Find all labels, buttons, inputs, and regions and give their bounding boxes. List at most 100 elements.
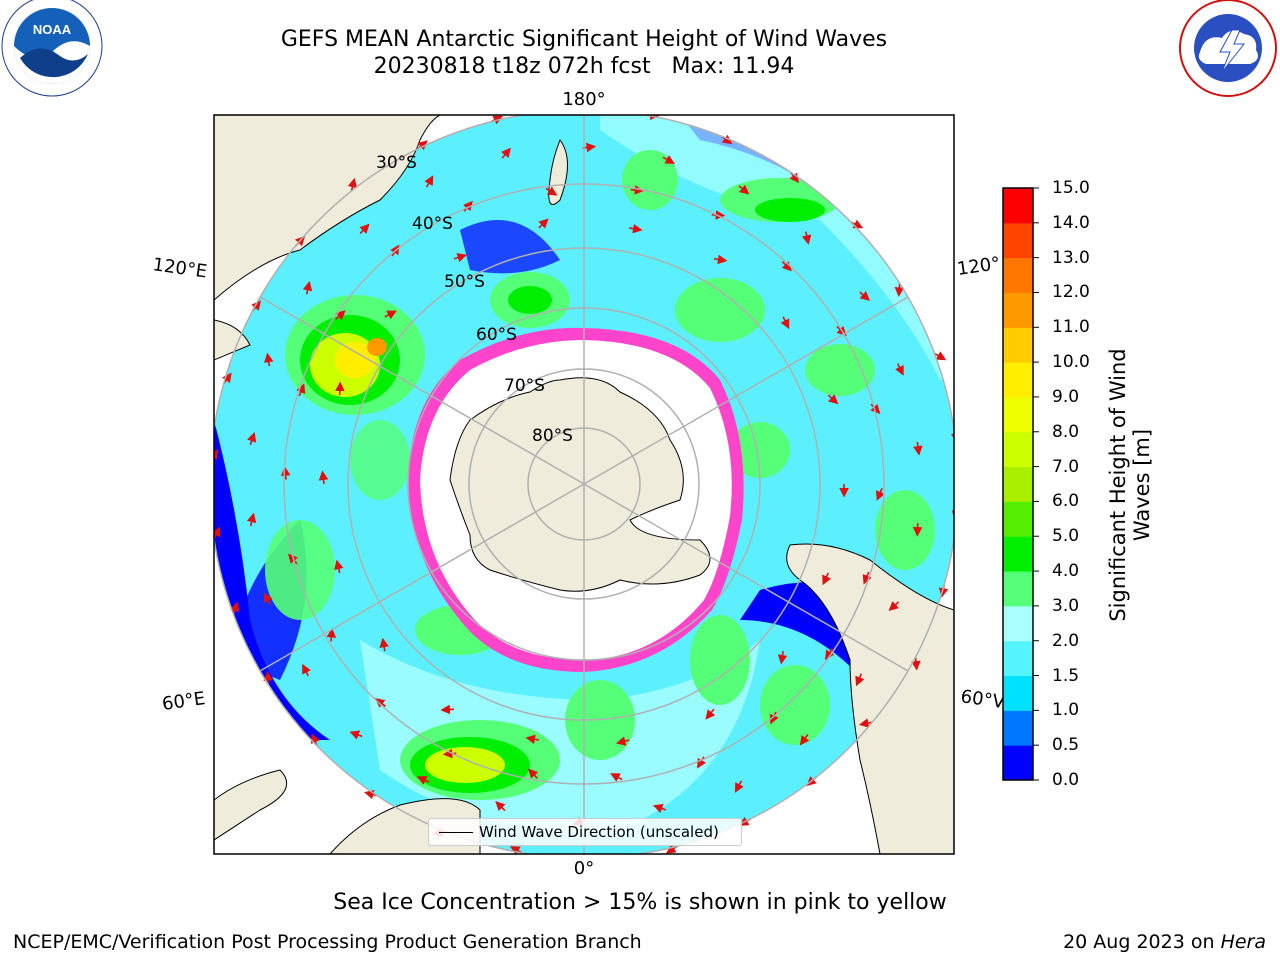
wind-arrow — [630, 185, 645, 195]
lat-label-70s: 70°S — [504, 376, 545, 396]
wind-arrow — [615, 736, 630, 746]
wind-arrow — [263, 592, 273, 605]
lon-label-0: 0° — [574, 858, 594, 879]
colorbar-tick-label: 3.0 — [1052, 595, 1080, 616]
wind-arrow — [296, 383, 306, 397]
colorbar-tick-label: 0.0 — [1052, 770, 1080, 790]
wind-arrow — [359, 223, 370, 234]
colorbar-segment — [1003, 571, 1033, 607]
wind-arrow — [416, 776, 430, 785]
wind-arrow — [822, 572, 831, 586]
wind-arrow — [545, 186, 558, 196]
colorbar-ticks: 0.0 0.5 1.0 1.5 2.0 3.0 4.0 5.0 6.0 7.0 8.0 9.0 10.0… — [1046, 178, 1106, 790]
chart-subtitle: 20230818 t18z 072h fcst Max: 11.94 — [373, 54, 795, 79]
wind-arrow — [825, 648, 835, 661]
colorbar-segment — [1003, 396, 1033, 433]
lat-label-80s: 80°S — [532, 426, 573, 446]
wind-arrow — [705, 708, 716, 720]
colorbar-tick-label: 2.0 — [1052, 630, 1080, 651]
colorbar-tick-label: 14.0 — [1052, 212, 1090, 233]
colorbar-segment — [1003, 431, 1033, 468]
wind-arrow — [911, 657, 921, 671]
wind-arrow — [214, 526, 221, 540]
wind-arrow — [302, 663, 311, 677]
wind-arrow — [501, 147, 511, 159]
wind-arrow — [888, 600, 900, 611]
lon-label-60w: 60°V — [959, 686, 1006, 713]
lat-label-40s: 40°S — [412, 214, 453, 234]
colorbar-segment — [1003, 536, 1033, 572]
wind-arrow — [734, 780, 744, 793]
colorbar-segment — [1003, 327, 1033, 363]
wind-arrow — [453, 253, 467, 263]
wind-arrow — [855, 673, 865, 687]
wind-arrow — [495, 801, 506, 812]
lat-label-60s: 60°S — [476, 325, 517, 345]
colorbar-segment — [1003, 501, 1033, 537]
colorbar-tick-label: 5.0 — [1052, 526, 1080, 547]
colorbar-tick-label: 1.5 — [1052, 665, 1080, 686]
wind-arrow — [951, 510, 954, 521]
wind-arrow — [801, 231, 812, 245]
lat-label-50s: 50°S — [444, 272, 485, 292]
wind-arrow — [875, 487, 885, 501]
colorbar-tick-label: 12.0 — [1052, 282, 1090, 303]
wind-arrow — [318, 470, 329, 485]
wind-arrow — [859, 290, 870, 301]
colorbar-segment — [1003, 745, 1033, 781]
colorbar-tick-label: 0.5 — [1052, 735, 1080, 756]
colorbar — [1003, 187, 1039, 781]
lat-label-30s: 30°S — [376, 153, 417, 173]
colorbar-segment — [1003, 710, 1033, 746]
wind-arrow — [862, 571, 872, 585]
colorbar-tick-label: 9.0 — [1052, 386, 1080, 407]
wind-arrow — [440, 704, 455, 715]
wind-arrow — [247, 432, 257, 446]
colorbar-tick-label: 13.0 — [1052, 247, 1090, 268]
colorbar-tick-label: 8.0 — [1052, 421, 1080, 442]
wind-arrow — [384, 310, 397, 320]
wind-arrow — [538, 218, 549, 229]
wind-arrow — [934, 351, 947, 361]
map-legend: Wind Wave Direction (unscaled) — [428, 818, 742, 846]
nws-logo — [1179, 0, 1277, 97]
wind-arrow — [777, 650, 788, 665]
wind-arrow — [230, 601, 240, 615]
footer-credit: NCEP/EMC/Verification Post Processing Pr… — [13, 931, 642, 953]
wind-arrow — [713, 254, 728, 265]
lon-label-60e: 60°E — [161, 688, 207, 715]
wind-arrow — [424, 175, 434, 188]
wind-arrow — [334, 559, 344, 574]
wind-arrow — [528, 768, 539, 779]
wind-arrow — [870, 403, 881, 415]
footer-date: 20 Aug 2023 on Hera — [1063, 931, 1266, 953]
wind-arrow — [662, 155, 676, 164]
wind-arrow — [652, 804, 667, 814]
wind-arrow — [858, 718, 873, 728]
wind-arrow — [374, 698, 387, 708]
noaa-logo: NOAA — [1, 0, 103, 97]
wind-arrow — [697, 756, 707, 769]
lon-label-120e: 120°E — [151, 254, 208, 282]
colorbar-segment — [1003, 188, 1033, 224]
wind-arrow — [895, 363, 904, 376]
sea-ice-note: Sea Ice Concentration > 15% is shown in … — [333, 890, 947, 915]
wind-arrow — [780, 316, 790, 330]
noaa-logo-text: NOAA — [33, 22, 72, 37]
colorbar-segment — [1003, 222, 1033, 259]
colorbar-segment — [1003, 605, 1033, 642]
colorbar-segment — [1003, 362, 1033, 398]
wind-arrow — [799, 734, 810, 746]
colorbar-segment — [1003, 257, 1033, 293]
lon-label-180: 180° — [562, 89, 605, 110]
legend-label: Wind Wave Direction (unscaled) — [479, 823, 719, 841]
wind-arrow — [379, 637, 389, 652]
colorbar-tick-label: 11.0 — [1052, 317, 1090, 338]
colorbar-segment — [1003, 640, 1033, 677]
footer-machine: Hera — [1220, 931, 1266, 953]
wind-arrow — [335, 310, 346, 321]
graticule — [214, 115, 954, 854]
wind-arrow — [263, 352, 274, 367]
wind-arrow — [629, 223, 643, 234]
colorbar-tick-label: 4.0 — [1052, 561, 1080, 582]
